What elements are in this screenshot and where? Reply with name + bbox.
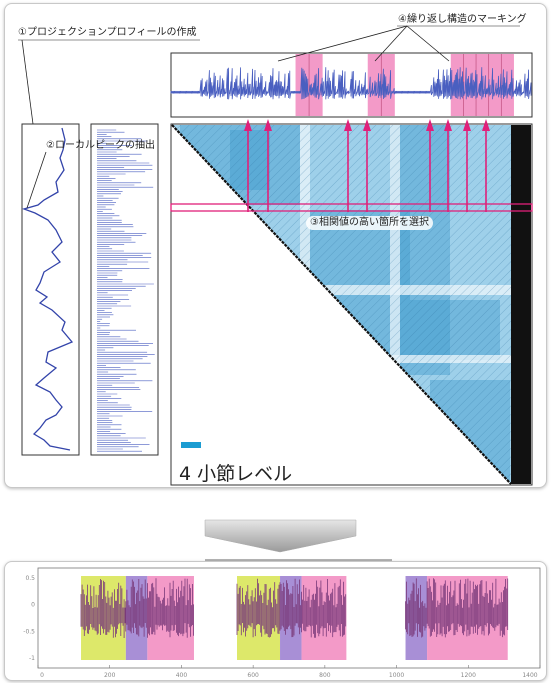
- top-waveform-strip: [170, 52, 533, 118]
- annotation-pointers: [18, 25, 520, 209]
- level-label: 4 小節レベル: [179, 463, 293, 485]
- step2-pointer: [26, 151, 47, 209]
- arrow-head-0: [244, 119, 252, 131]
- local-peaks-panel: [90, 123, 159, 456]
- profile-frame: [21, 123, 80, 456]
- arrow-head-6: [463, 119, 471, 131]
- selection-row: [170, 203, 533, 212]
- arrow-head-4: [426, 119, 434, 131]
- profile-line: [21, 127, 74, 451]
- step3-annotation: ③相関値の高い箇所を選択: [306, 216, 433, 230]
- step4-pointer-b: [374, 25, 408, 62]
- arrow-head-3: [363, 119, 371, 131]
- marking-arrows: [244, 119, 490, 212]
- arrow-head-7: [482, 119, 490, 131]
- step1-pointer: [21, 39, 34, 125]
- peak-lines: [97, 129, 155, 452]
- matrix-diagonal: [171, 124, 512, 485]
- level-legend-swatch: [181, 442, 201, 448]
- step4-pointer-c: [406, 25, 450, 62]
- similarity-matrix: [170, 119, 533, 486]
- matrix-dark-band: [511, 125, 531, 484]
- step4-annotation: ④繰り返し構造のマーキング: [398, 14, 527, 25]
- top-waveform: [170, 67, 532, 100]
- arrow-head-5: [444, 119, 452, 131]
- step4-pointer-a: [277, 25, 408, 62]
- projection-profile: [21, 123, 80, 456]
- peaks-frame: [90, 123, 159, 456]
- down-arrow: [204, 519, 357, 553]
- step1-annotation: ①プロジェクションプロフィールの作成: [18, 27, 197, 38]
- arrow-head-1: [264, 119, 272, 131]
- step2-annotation: ②ローカルピークの抽出: [46, 140, 155, 151]
- arrow-head-2: [344, 119, 352, 131]
